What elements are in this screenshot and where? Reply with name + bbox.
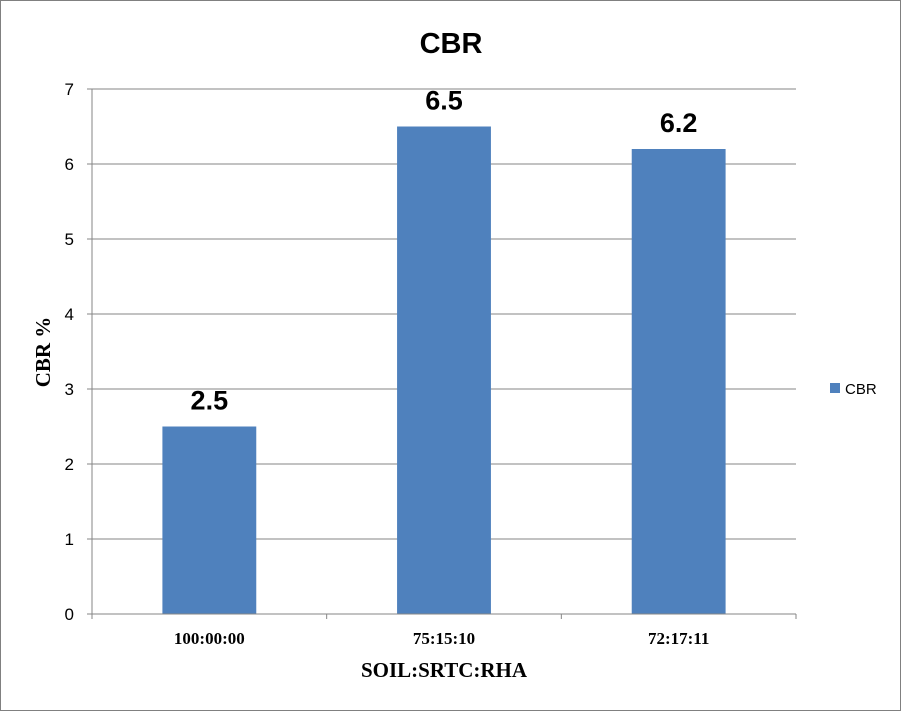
bar-100:00:00 xyxy=(162,426,257,614)
data-label: 6.5 xyxy=(425,86,463,116)
data-label: 2.5 xyxy=(191,386,229,416)
x-tick-labels: 100:00:00 75:15:10 72:17:11 xyxy=(174,629,709,648)
bar-75:15:10 xyxy=(397,126,491,614)
y-tick-label: 5 xyxy=(65,230,74,249)
bar-72:17:11 xyxy=(631,149,726,614)
y-tick-label: 7 xyxy=(65,80,74,99)
y-tick-label: 4 xyxy=(65,305,74,324)
y-axis-label: CBR % xyxy=(31,317,55,388)
axes xyxy=(87,88,797,619)
legend-label: CBR xyxy=(845,381,877,398)
y-tick-label: 2 xyxy=(65,455,74,474)
y-tick-label: 6 xyxy=(65,155,74,174)
y-tick-label: 1 xyxy=(65,530,74,549)
data-labels: 2.5 6.5 6.2 xyxy=(191,86,698,416)
y-tick-label: 3 xyxy=(65,380,74,399)
bars xyxy=(162,126,726,614)
data-label: 6.2 xyxy=(660,108,698,138)
x-axis-label: SOIL:SRTC:RHA xyxy=(361,658,528,682)
x-tick-label: 75:15:10 xyxy=(413,629,475,648)
x-tick-label: 100:00:00 xyxy=(174,629,245,648)
y-tick-labels: 0 1 2 3 4 5 6 7 xyxy=(65,80,74,624)
legend-swatch xyxy=(830,383,840,393)
x-tick-label: 72:17:11 xyxy=(648,629,709,648)
chart-title: CBR xyxy=(420,28,483,60)
y-tick-label: 0 xyxy=(65,605,74,624)
legend: CBR xyxy=(830,381,877,398)
